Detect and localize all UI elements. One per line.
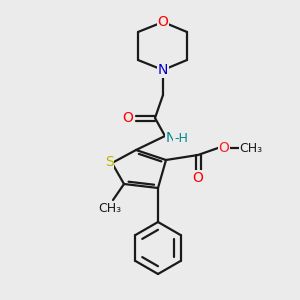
Text: N: N [158,63,168,77]
Text: CH₃: CH₃ [98,202,122,215]
Text: O: O [158,15,168,29]
Text: -H: -H [174,131,188,145]
Text: O: O [219,141,230,155]
Text: CH₃: CH₃ [239,142,262,154]
Text: O: O [193,171,203,185]
Text: O: O [123,111,134,125]
Text: N: N [166,131,176,145]
Text: S: S [105,155,113,169]
